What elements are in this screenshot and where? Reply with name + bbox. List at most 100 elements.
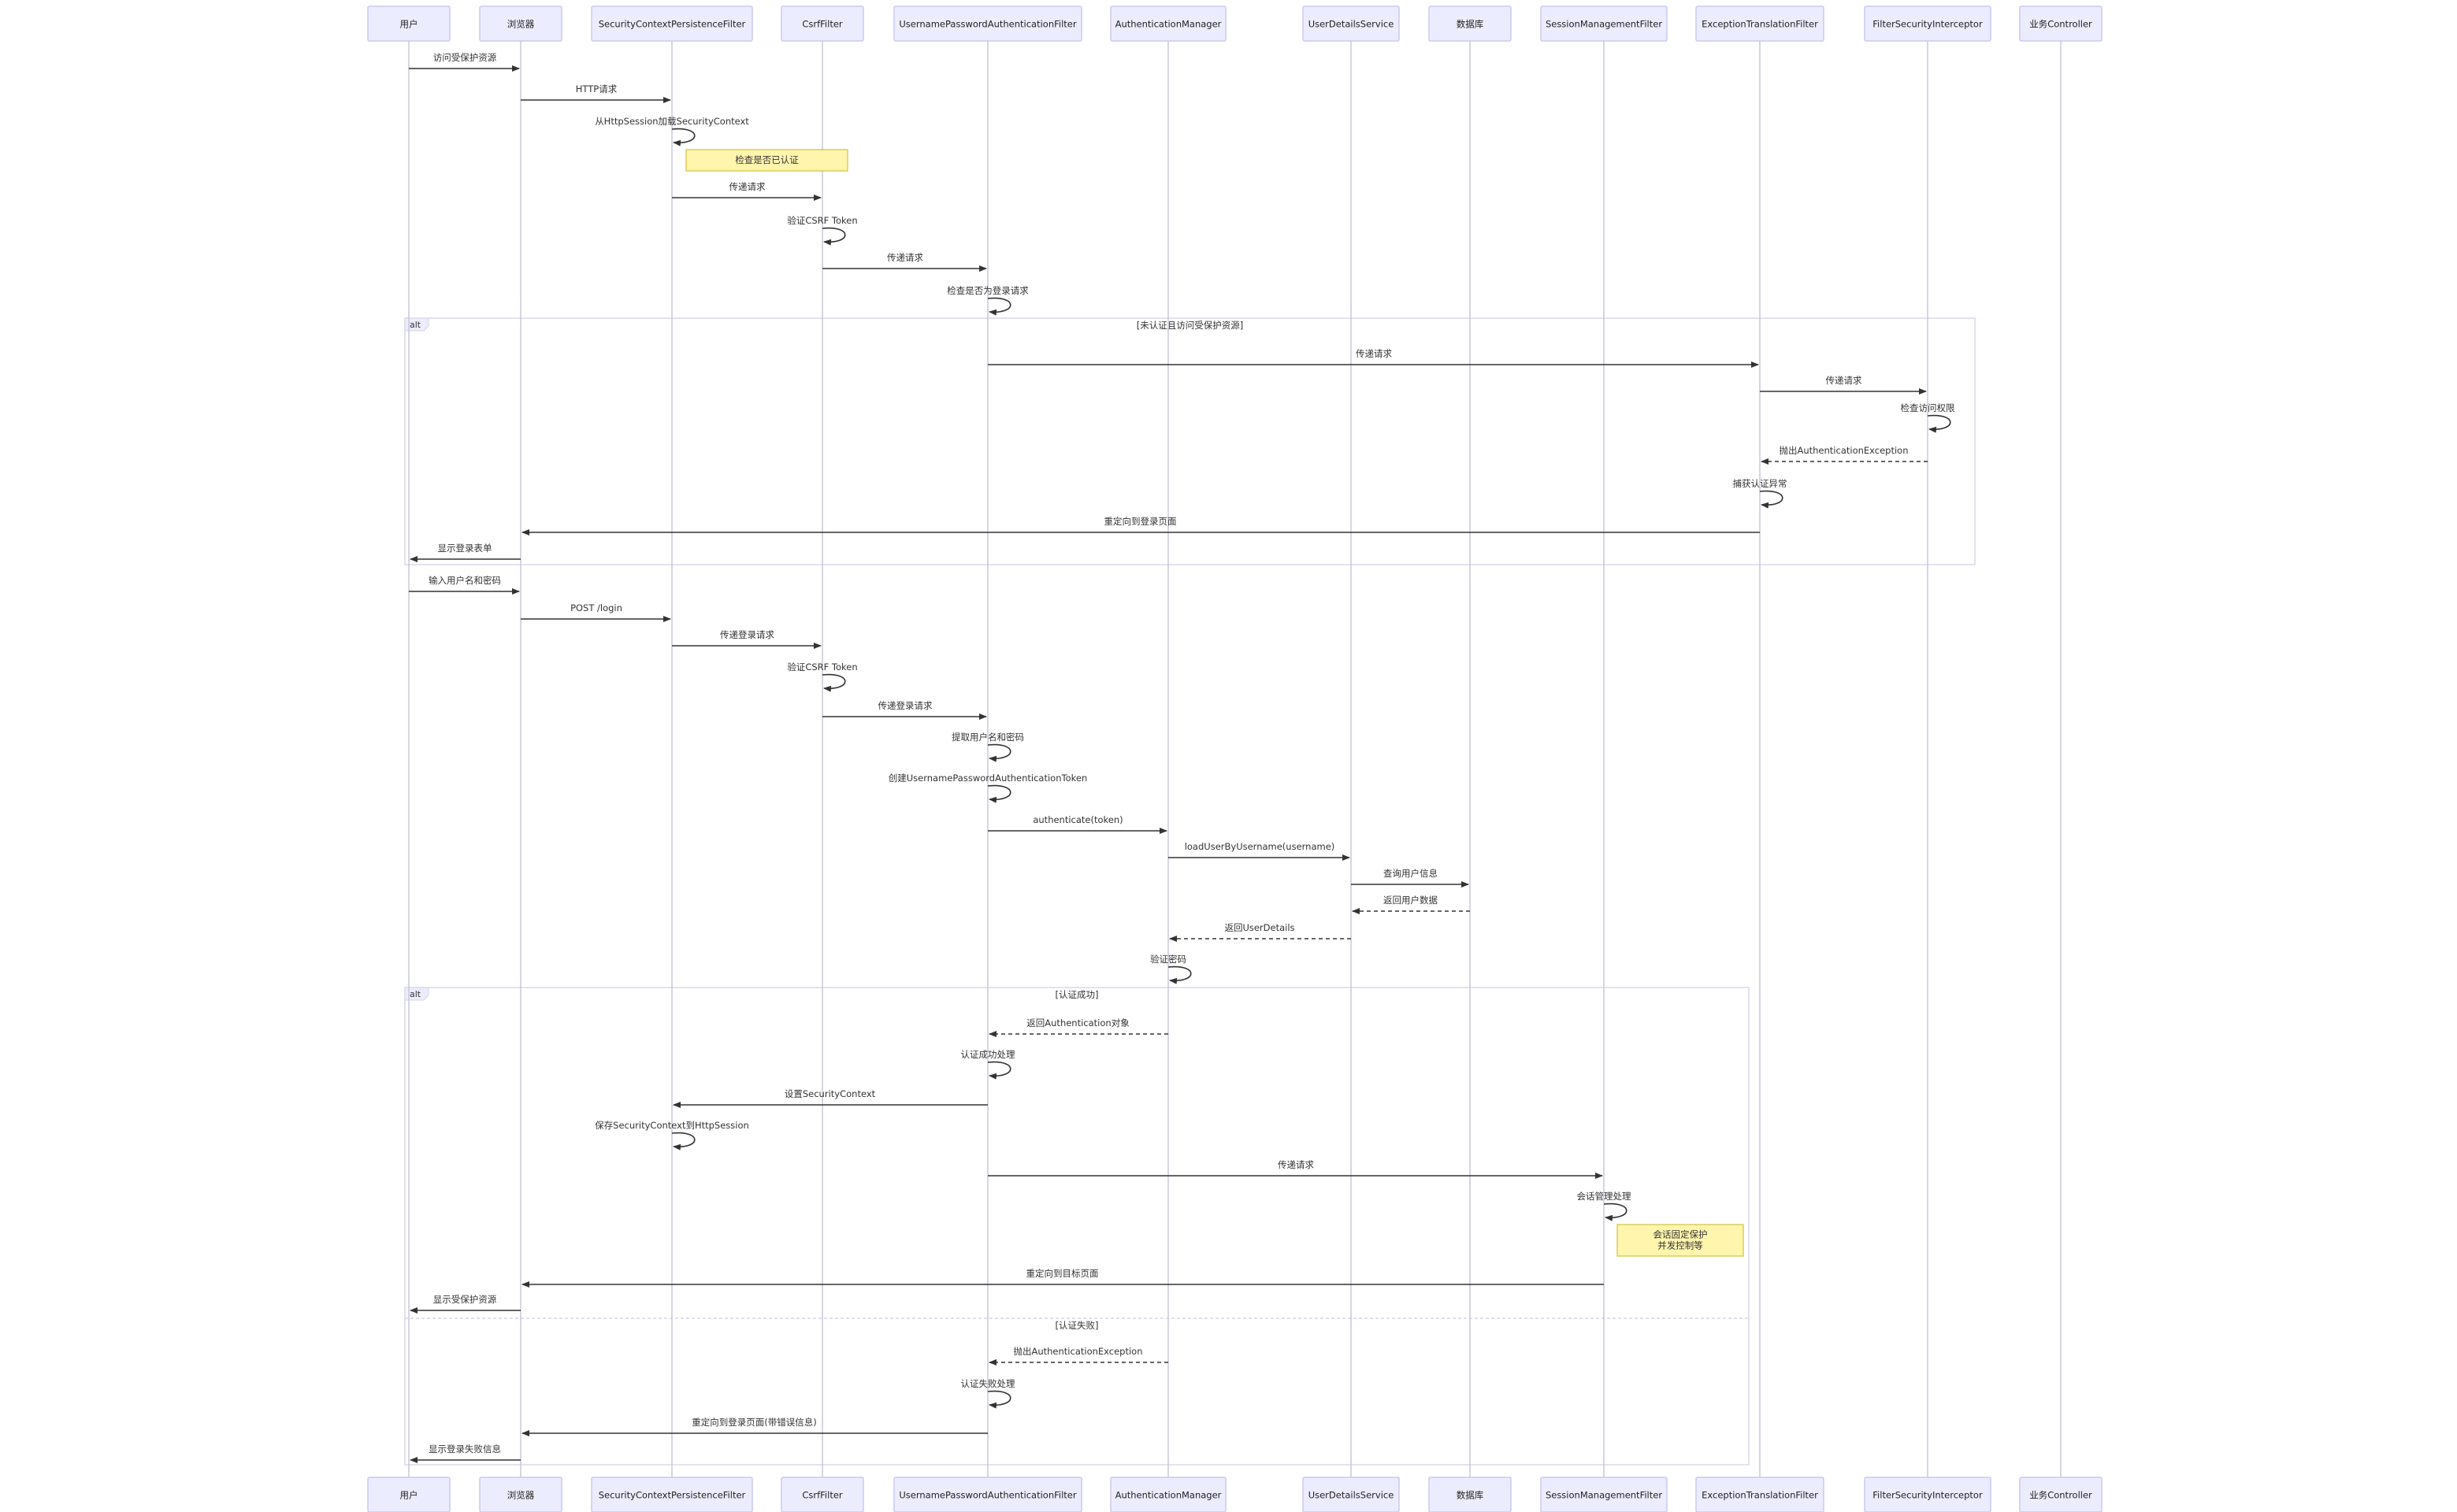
actor-box xyxy=(479,6,562,42)
message-label: loadUserByUsername(username) xyxy=(1185,841,1335,852)
actor-box xyxy=(1428,6,1512,42)
actor-box xyxy=(1110,6,1227,42)
actor-fsi-top: FilterSecurityInterceptor xyxy=(1864,6,1991,42)
fragment-keyword-tab xyxy=(404,987,429,1001)
actor-smf-top: SessionManagementFilter xyxy=(1540,6,1668,42)
actor-box xyxy=(1540,6,1668,42)
actor-label: UsernamePasswordAuthenticationFilter xyxy=(899,19,1077,30)
actor-box xyxy=(781,6,864,42)
actor-db-bottom: 数据库 xyxy=(1428,1477,1512,1512)
actor-label: FilterSecurityInterceptor xyxy=(1872,1490,1983,1501)
actor-box xyxy=(2019,6,2103,42)
message-csrf-to-csrf: 验证CSRF Token xyxy=(787,215,858,246)
message-label: POST /login xyxy=(570,602,622,613)
actor-upaf-top: UsernamePasswordAuthenticationFilter xyxy=(893,6,1082,42)
message-uds-to-db: 查询用户信息 xyxy=(1351,868,1469,888)
actor-am-bottom: AuthenticationManager xyxy=(1110,1477,1227,1512)
message-label: 传递请求 xyxy=(1356,348,1392,359)
actor-am-top: AuthenticationManager xyxy=(1110,6,1227,42)
actor-smf-bottom: SessionManagementFilter xyxy=(1540,1477,1668,1512)
message-csrf-to-upaf: 传递登录请求 xyxy=(822,700,987,720)
message-label: 捕获认证异常 xyxy=(1733,478,1787,489)
message-browser-to-user: 显示登录表单 xyxy=(410,543,521,562)
actor-label: CsrfFilter xyxy=(802,19,843,30)
message-csrf-to-upaf: 传递请求 xyxy=(822,252,987,272)
actor-etf-bottom: ExceptionTranslationFilter xyxy=(1695,1477,1824,1512)
message-uds-to-am: 返回UserDetails xyxy=(1169,922,1351,942)
message-label: 设置SecurityContext xyxy=(785,1088,876,1099)
message-label: 检查访问权限 xyxy=(1901,402,1955,413)
message-label: 查询用户信息 xyxy=(1383,868,1438,879)
message-etf-to-fsi: 传递请求 xyxy=(1760,375,1927,395)
actor-label: ExceptionTranslationFilter xyxy=(1702,1490,1818,1501)
actor-label: SecurityContextPersistenceFilter xyxy=(599,19,746,30)
fragment-frame xyxy=(404,317,1976,565)
actor-ctrl-top: 业务Controller xyxy=(2019,6,2103,42)
message-label: 访问受保护资源 xyxy=(433,52,497,63)
message-upaf-to-upaf: 认证成功处理 xyxy=(961,1049,1015,1080)
message-fsi-to-fsi: 检查访问权限 xyxy=(1901,402,1955,433)
self-message-arrow xyxy=(987,743,1011,762)
message-label: 抛出AuthenticationException xyxy=(1779,445,1908,456)
actor-box xyxy=(893,1477,1082,1512)
actor-label: SessionManagementFilter xyxy=(1546,19,1662,30)
message-smf-to-browser: 重定向到目标页面 xyxy=(521,1268,1604,1288)
note: 检查是否已认证 xyxy=(685,149,848,172)
message-label: 传递登录请求 xyxy=(720,629,774,640)
fragment-condition: [认证失败] xyxy=(1056,1320,1099,1331)
message-label: 输入用户名和密码 xyxy=(429,575,501,586)
actor-label: 浏览器 xyxy=(507,1490,535,1501)
note-box xyxy=(1616,1224,1744,1257)
message-upaf-to-am: authenticate(token) xyxy=(988,814,1167,834)
message-label: 显示登录表单 xyxy=(438,543,492,554)
actor-box xyxy=(1695,6,1824,42)
message-label: 重定向到登录页面(带错误信息) xyxy=(692,1417,816,1428)
self-message-arrow xyxy=(671,128,696,146)
actor-box xyxy=(1540,1477,1668,1512)
actor-box xyxy=(1302,6,1400,42)
actor-box xyxy=(1864,6,1991,42)
actor-label: FilterSecurityInterceptor xyxy=(1872,19,1983,30)
message-label: 传递请求 xyxy=(1278,1159,1314,1170)
actor-etf-top: ExceptionTranslationFilter xyxy=(1695,6,1824,42)
message-label: 返回用户数据 xyxy=(1383,895,1438,906)
message-label: 传递请求 xyxy=(729,181,766,192)
actor-browser-bottom: 浏览器 xyxy=(479,1477,562,1512)
self-message-arrow xyxy=(1603,1203,1627,1221)
message-label: 检查是否为登录请求 xyxy=(947,285,1029,296)
actor-label: 用户 xyxy=(400,19,418,30)
actor-label: 业务Controller xyxy=(2029,19,2092,30)
actor-csrf-bottom: CsrfFilter xyxy=(781,1477,864,1512)
note-text: 并发控制等 xyxy=(1657,1240,1703,1251)
self-message-arrow xyxy=(1759,490,1783,509)
self-message-arrow xyxy=(987,784,1011,803)
actor-box xyxy=(591,1477,753,1512)
actor-box xyxy=(591,6,753,42)
message-etf-to-etf: 捕获认证异常 xyxy=(1733,478,1787,509)
actor-label: AuthenticationManager xyxy=(1115,19,1222,30)
actor-box xyxy=(1110,1477,1227,1512)
actor-label: 浏览器 xyxy=(507,19,535,30)
message-label: authenticate(token) xyxy=(1033,814,1123,825)
actor-label: AuthenticationManager xyxy=(1115,1490,1222,1501)
message-smf-to-smf: 会话管理处理 xyxy=(1577,1191,1631,1221)
actor-box xyxy=(893,6,1082,42)
actor-user-bottom: 用户 xyxy=(367,1477,451,1512)
message-scpf-to-scpf: 保存SecurityContext到HttpSession xyxy=(595,1120,749,1151)
self-message-arrow xyxy=(1927,414,1951,433)
message-label: 传递请求 xyxy=(887,252,923,263)
actor-box xyxy=(1302,1477,1400,1512)
message-scpf-to-scpf: 从HttpSession加载SecurityContext xyxy=(595,116,749,146)
message-upaf-to-smf: 传递请求 xyxy=(988,1159,1603,1179)
message-scpf-to-csrf: 传递登录请求 xyxy=(672,629,822,649)
actor-csrf-top: CsrfFilter xyxy=(781,6,864,42)
actor-scpf-bottom: SecurityContextPersistenceFilter xyxy=(591,1477,753,1512)
actor-label: 用户 xyxy=(400,1490,418,1501)
message-label: 保存SecurityContext到HttpSession xyxy=(595,1120,749,1131)
fragment-condition: [认证成功] xyxy=(1056,989,1099,1000)
actor-browser-top: 浏览器 xyxy=(479,6,562,42)
actor-box xyxy=(781,1477,864,1512)
message-browser-to-user: 显示登录失败信息 xyxy=(410,1443,521,1463)
actor-ctrl-bottom: 业务Controller xyxy=(2019,1477,2103,1512)
